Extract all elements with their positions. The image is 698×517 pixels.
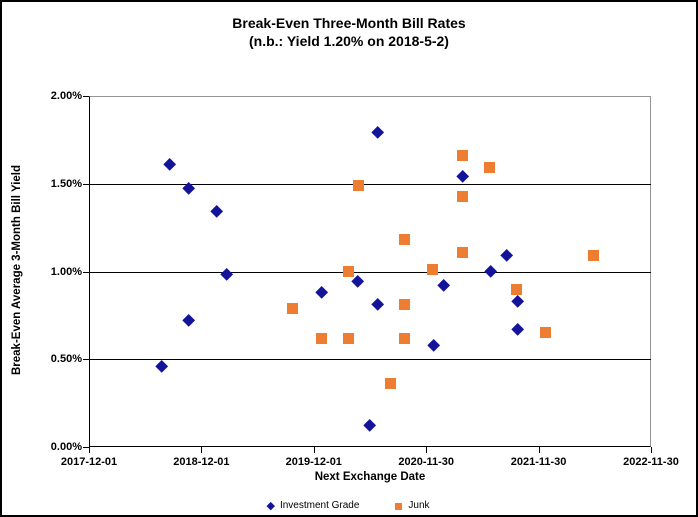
legend-label-investment-grade: Investment Grade xyxy=(279,500,360,511)
x-axis-tickmark xyxy=(426,447,428,453)
y-axis-tickmark xyxy=(83,271,89,273)
data-point-junk xyxy=(399,332,411,344)
x-axis-tickmark xyxy=(313,447,315,453)
chart-title-line1: Break-Even Three-Month Bill Rates xyxy=(232,15,466,31)
x-axis-tick-label: 2022-11-30 xyxy=(623,456,679,468)
data-point-junk xyxy=(427,264,439,276)
data-point-junk xyxy=(384,378,396,390)
y-axis-tickmark xyxy=(83,96,89,97)
data-point-junk xyxy=(343,266,355,277)
y-axis-tick-label: 1.50% xyxy=(50,177,82,190)
x-axis-tickmark xyxy=(538,447,540,453)
data-point-junk xyxy=(540,327,552,339)
x-axis-tick-label: 2021-11-30 xyxy=(510,456,567,468)
y-axis-tick-label: 1.00% xyxy=(50,265,82,278)
legend-item-junk: Junk xyxy=(395,500,430,512)
x-axis-tick-label: 2018-12-01 xyxy=(173,456,230,468)
y-gridline xyxy=(89,183,651,185)
y-axis-title: Break-Even Average 3-Month Bill Yield xyxy=(11,164,23,376)
x-axis-title: Next Exchange Date xyxy=(314,471,426,483)
x-axis-tick-label: 2020-11-30 xyxy=(398,456,455,468)
x-axis-tickmark xyxy=(89,447,90,453)
y-axis-tick-label: 0.50% xyxy=(50,353,82,366)
y-gridline xyxy=(89,359,651,361)
y-axis-tickmark xyxy=(83,447,89,448)
data-point-junk xyxy=(343,332,355,344)
data-point-junk xyxy=(399,299,411,311)
data-point-junk xyxy=(587,250,599,262)
y-axis-tickmark xyxy=(83,183,89,185)
x-axis-tick-label: 2019-12-01 xyxy=(285,456,342,468)
data-point-junk xyxy=(456,190,468,202)
data-point-junk xyxy=(456,246,468,258)
legend-item-investment-grade: Investment Grade xyxy=(267,500,360,512)
chart-title-line2: (n.b.: Yield 1.20% on 2018-5-2) xyxy=(249,33,449,49)
y-axis-tickmark xyxy=(83,359,89,361)
data-point-junk xyxy=(399,234,411,246)
data-point-junk xyxy=(352,180,364,191)
diamond-marker-icon xyxy=(267,502,276,510)
legend: Investment Grade Junk xyxy=(2,500,696,512)
data-point-junk xyxy=(511,283,523,295)
chart-title: Break-Even Three-Month Bill Rates (n.b.:… xyxy=(2,14,696,50)
x-axis-tickmark xyxy=(651,447,652,453)
legend-label-junk: Junk xyxy=(408,500,430,511)
data-point-junk xyxy=(456,150,468,162)
x-axis-tickmark xyxy=(201,447,203,453)
y-axis-tick-label: 2.00% xyxy=(50,90,82,102)
y-gridline xyxy=(89,271,651,273)
data-point-junk xyxy=(315,332,327,344)
data-point-junk xyxy=(484,162,496,174)
y-axis-tick-label: 0.00% xyxy=(50,441,82,453)
square-marker-icon xyxy=(395,502,403,510)
data-point-junk xyxy=(286,302,298,314)
x-axis-tick-label: 2017-12-01 xyxy=(60,456,118,468)
